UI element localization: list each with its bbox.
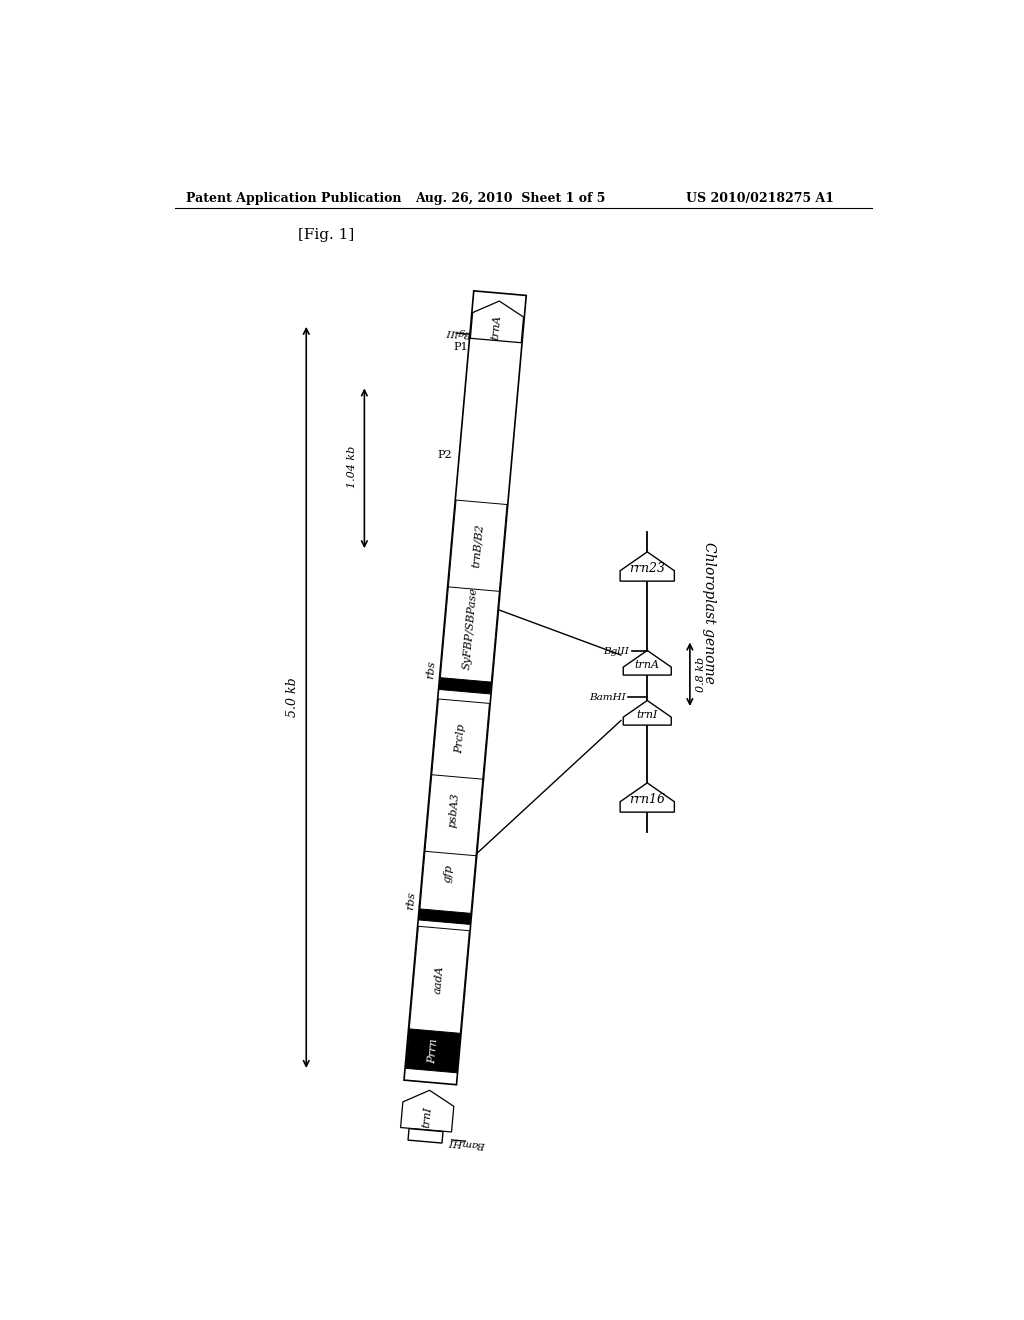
Polygon shape xyxy=(406,1028,460,1073)
Polygon shape xyxy=(425,764,483,855)
Text: P1: P1 xyxy=(453,342,468,351)
Text: trnA: trnA xyxy=(490,314,503,341)
Polygon shape xyxy=(449,500,507,591)
Text: rrn16: rrn16 xyxy=(630,793,666,807)
Polygon shape xyxy=(410,927,469,1034)
Text: 0.8 kb: 0.8 kb xyxy=(696,657,707,692)
Text: rbs: rbs xyxy=(425,660,436,680)
Text: rrn23: rrn23 xyxy=(630,562,666,576)
Text: Chloroplast genome: Chloroplast genome xyxy=(702,541,716,684)
Text: [Fig. 1]: [Fig. 1] xyxy=(299,228,354,243)
Text: aadA: aadA xyxy=(433,965,445,994)
Text: P2: P2 xyxy=(437,450,453,459)
Polygon shape xyxy=(470,301,523,343)
Text: 1.04 kb: 1.04 kb xyxy=(347,445,356,487)
Polygon shape xyxy=(621,783,675,812)
Text: trnA: trnA xyxy=(635,660,659,669)
Text: BamHI: BamHI xyxy=(589,693,626,702)
Text: 5.0 kb: 5.0 kb xyxy=(286,677,299,717)
Text: BamHI: BamHI xyxy=(449,1137,485,1148)
Text: Aug. 26, 2010  Sheet 1 of 5: Aug. 26, 2010 Sheet 1 of 5 xyxy=(415,191,605,205)
Polygon shape xyxy=(439,671,492,694)
Polygon shape xyxy=(400,1090,454,1133)
Text: trnI: trnI xyxy=(421,1106,433,1129)
Text: BglII: BglII xyxy=(603,647,629,656)
Text: psbA3: psbA3 xyxy=(447,792,461,828)
Text: trnI: trnI xyxy=(637,710,658,719)
Text: gfp: gfp xyxy=(443,863,455,883)
Text: Patent Application Publication: Patent Application Publication xyxy=(186,191,401,205)
Polygon shape xyxy=(624,701,672,725)
Text: Prclp: Prclp xyxy=(455,723,467,754)
Text: Prrn: Prrn xyxy=(427,1038,439,1064)
Text: SyFBP/SBPase: SyFBP/SBPase xyxy=(462,587,479,671)
Polygon shape xyxy=(621,552,675,581)
Polygon shape xyxy=(420,833,477,913)
Text: BglII: BglII xyxy=(446,326,473,338)
Polygon shape xyxy=(440,576,501,682)
Polygon shape xyxy=(408,1129,443,1143)
Polygon shape xyxy=(404,290,526,1085)
Text: trnB/B2: trnB/B2 xyxy=(471,523,484,568)
Text: US 2010/0218275 A1: US 2010/0218275 A1 xyxy=(686,191,834,205)
Polygon shape xyxy=(419,902,471,924)
Polygon shape xyxy=(432,700,489,779)
Text: rbs: rbs xyxy=(404,891,417,909)
Polygon shape xyxy=(624,651,672,675)
